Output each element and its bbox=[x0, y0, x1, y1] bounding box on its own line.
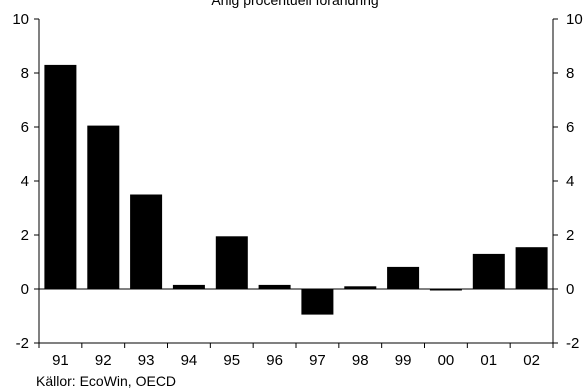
bar-96 bbox=[258, 284, 291, 289]
bar-99 bbox=[387, 266, 420, 289]
x-tick-label: 99 bbox=[395, 352, 412, 369]
x-tick-label: 96 bbox=[266, 352, 283, 369]
y-tick-label-right: 0 bbox=[566, 281, 574, 298]
bar-98 bbox=[344, 286, 377, 289]
x-tick-label: 00 bbox=[438, 352, 455, 369]
chart-title: Årlig procentuell förändring bbox=[211, 0, 378, 8]
y-tick-label-left: 10 bbox=[12, 11, 29, 28]
bar-00 bbox=[429, 289, 462, 291]
x-tick-label: 02 bbox=[523, 352, 540, 369]
x-tick-label: 01 bbox=[480, 352, 497, 369]
bar-97 bbox=[301, 289, 334, 315]
x-tick-label: 92 bbox=[95, 352, 112, 369]
y-axis-left: -2 0 2 4 6 8 10 bbox=[12, 11, 39, 352]
source-note: Källor: EcoWin, OECD bbox=[36, 373, 176, 389]
bar-93 bbox=[130, 194, 163, 289]
x-axis: 91 92 93 94 95 96 97 98 99 00 01 02 bbox=[38, 343, 554, 369]
y-tick-label-left: 2 bbox=[21, 227, 29, 244]
x-tick-label: 93 bbox=[138, 352, 155, 369]
bar-95 bbox=[215, 236, 248, 289]
y-tick-label-right: 6 bbox=[566, 119, 574, 136]
bar-94 bbox=[172, 284, 205, 289]
y-tick-label-right: 2 bbox=[566, 227, 574, 244]
x-tick-label: 94 bbox=[181, 352, 198, 369]
bar-series bbox=[44, 64, 548, 315]
y-tick-label-right: 4 bbox=[566, 173, 574, 190]
x-tick-label: 98 bbox=[352, 352, 369, 369]
y-tick-label-right: -2 bbox=[566, 335, 579, 352]
x-tick-label: 95 bbox=[223, 352, 240, 369]
y-tick-label-left: -2 bbox=[16, 335, 29, 352]
y-tick-label-right: 10 bbox=[566, 11, 583, 28]
bar-92 bbox=[87, 125, 120, 289]
y-tick-label-left: 6 bbox=[21, 119, 29, 136]
y-tick-label-left: 8 bbox=[21, 65, 29, 82]
y-tick-label-left: 0 bbox=[21, 281, 29, 298]
x-tick-label: 91 bbox=[52, 352, 69, 369]
y-tick-label-left: 4 bbox=[21, 173, 29, 190]
y-tick-label-right: 8 bbox=[566, 65, 574, 82]
bar-02 bbox=[515, 247, 548, 289]
x-tick-label: 97 bbox=[309, 352, 326, 369]
y-axis-right: -2 0 2 4 6 8 10 bbox=[553, 11, 583, 352]
bar-91 bbox=[44, 64, 77, 290]
bar-01 bbox=[472, 253, 505, 289]
